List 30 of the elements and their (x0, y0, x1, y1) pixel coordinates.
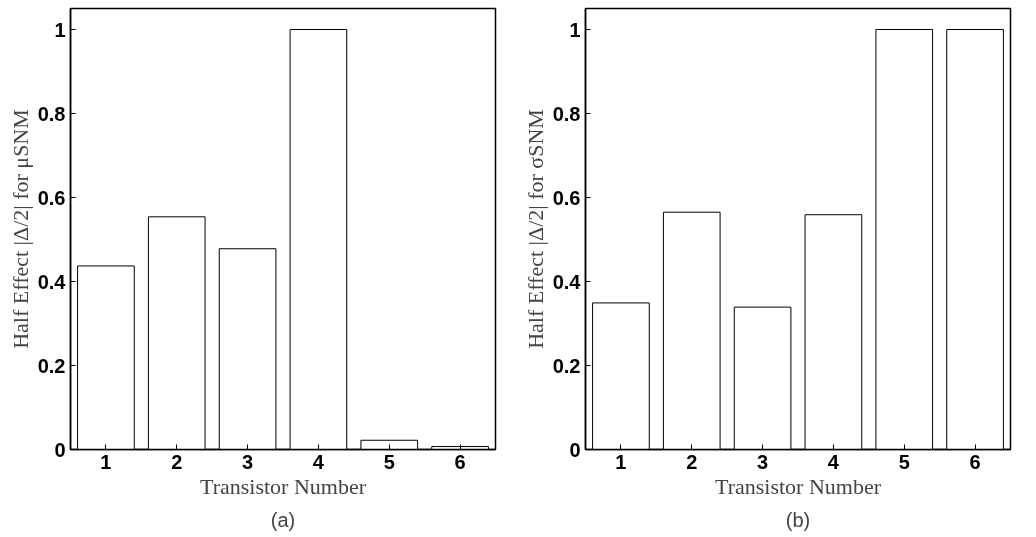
x-tick-label: 6 (969, 450, 981, 473)
x-tick-label: 6 (454, 450, 466, 473)
x-tick-label: 4 (827, 450, 840, 473)
x-tick-label: 4 (312, 450, 325, 473)
y-axis-title: Half Effect |Δ/2| for μSNM (7, 109, 33, 349)
y-tick-label: 0.4 (37, 270, 67, 293)
x-axis-title: Transistor Number (199, 473, 367, 499)
y-tick-label: 0 (569, 438, 581, 461)
y-tick-label: 0 (54, 438, 66, 461)
x-axis-title: Transistor Number (714, 473, 882, 499)
x-tick-label: 1 (100, 450, 112, 473)
x-tick-label: 5 (383, 450, 395, 473)
y-axis-title: Half Effect |Δ/2| for σSNM (522, 109, 548, 349)
y-tick-label: 0.6 (37, 186, 66, 209)
y-tick-label: 1 (54, 18, 66, 41)
text: (b) (785, 508, 811, 531)
y-tick-label: 1 (569, 18, 581, 41)
y-tick-label: 0.8 (37, 102, 66, 125)
y-tick-label: 0.4 (552, 270, 582, 293)
x-tick-label: 3 (757, 450, 769, 473)
y-tick-label: 0.6 (552, 186, 581, 209)
text: (a) (270, 508, 296, 531)
y-tick-label: 0.8 (552, 102, 581, 125)
x-tick-label: 5 (898, 450, 910, 473)
x-tick-label: 3 (242, 450, 254, 473)
x-tick-label: 2 (686, 450, 698, 473)
y-tick-label: 0.2 (552, 354, 581, 377)
y-tick-label: 0.2 (37, 354, 66, 377)
x-tick-label: 1 (615, 450, 627, 473)
x-tick-label: 2 (171, 450, 183, 473)
